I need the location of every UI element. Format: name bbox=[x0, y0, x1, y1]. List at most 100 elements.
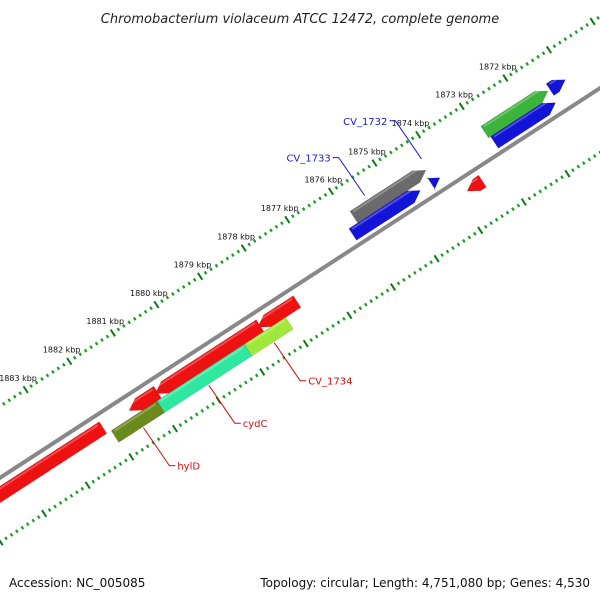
minor-tick-outer bbox=[263, 231, 268, 236]
minor-tick-inner bbox=[554, 178, 559, 183]
minor-tick-outer bbox=[541, 51, 546, 56]
minor-tick-inner bbox=[314, 334, 319, 339]
minor-tick-inner bbox=[36, 515, 41, 520]
gene-feature-sheen bbox=[549, 76, 561, 85]
minor-tick-outer bbox=[187, 281, 191, 286]
minor-tick-inner bbox=[249, 377, 254, 381]
tick-label: 1878 kbp bbox=[217, 232, 255, 241]
gene-feature-hylD-big[interactable] bbox=[0, 421, 108, 551]
gene-label[interactable]: hylD bbox=[177, 462, 200, 473]
minor-tick-inner bbox=[571, 168, 575, 173]
tick-label: 1877 kbp bbox=[261, 204, 299, 213]
minor-tick-inner bbox=[396, 281, 401, 286]
gene-feature-CV_1733[interactable] bbox=[348, 190, 421, 241]
minor-tick-inner bbox=[53, 504, 57, 509]
minor-tick-outer bbox=[361, 168, 366, 173]
gene-feature-sheen bbox=[483, 87, 544, 128]
label-leader bbox=[332, 157, 366, 196]
minor-tick-inner bbox=[287, 352, 292, 357]
minor-tick-outer bbox=[171, 292, 175, 296]
gene-feature-sheen bbox=[128, 388, 154, 406]
minor-tick-outer bbox=[514, 69, 519, 73]
gene-feature-red-gene-upper[interactable] bbox=[257, 295, 302, 328]
gene-feature-sheen bbox=[493, 99, 552, 138]
minor-tick-inner bbox=[543, 185, 548, 190]
tick-label: 1874 kbp bbox=[392, 119, 430, 128]
minor-tick-outer bbox=[400, 143, 404, 148]
minor-tick-outer bbox=[481, 90, 486, 95]
minor-tick-outer bbox=[225, 256, 230, 261]
minor-tick-outer bbox=[18, 391, 22, 396]
minor-tick-outer bbox=[498, 79, 502, 84]
minor-tick-outer bbox=[89, 345, 93, 350]
minor-tick-inner bbox=[483, 224, 488, 229]
gene-label[interactable]: CV_1733 bbox=[286, 154, 330, 165]
minor-tick-inner bbox=[538, 189, 543, 194]
minor-tick-inner bbox=[135, 451, 139, 456]
major-tick-outer bbox=[284, 215, 291, 224]
minor-tick-inner bbox=[64, 497, 68, 502]
minor-tick-outer bbox=[525, 61, 529, 66]
minor-tick-outer bbox=[78, 352, 82, 357]
minor-tick-outer bbox=[214, 263, 219, 268]
minor-tick-inner bbox=[549, 182, 553, 187]
minor-tick-inner bbox=[265, 366, 270, 371]
gene-label[interactable]: cydC bbox=[243, 419, 268, 430]
minor-tick-outer bbox=[438, 118, 442, 123]
label-leader bbox=[273, 342, 307, 382]
tick-label: 1881 kbp bbox=[86, 317, 124, 326]
minor-tick-outer bbox=[280, 221, 284, 226]
major-tick-outer bbox=[589, 17, 596, 26]
minor-tick-outer bbox=[383, 154, 388, 158]
minor-tick-outer bbox=[220, 260, 224, 265]
gene-feature-red-small[interactable] bbox=[466, 174, 487, 192]
gene-label[interactable]: CV_1734 bbox=[308, 377, 352, 388]
major-tick-inner bbox=[477, 226, 484, 235]
major-tick-outer bbox=[197, 272, 204, 281]
minor-tick-inner bbox=[91, 479, 95, 484]
accession-value: NC_005085 bbox=[76, 576, 146, 590]
gene-feature-blue-gene-top[interactable] bbox=[490, 102, 556, 149]
minor-tick-outer bbox=[7, 398, 12, 403]
gene-labels: CV_1732 CV_1733 CV_1734 cydC hylD bbox=[142, 117, 422, 473]
minor-tick-outer bbox=[72, 355, 77, 360]
minor-tick-outer bbox=[394, 146, 399, 151]
minor-tick-outer bbox=[83, 348, 88, 353]
minor-tick-inner bbox=[184, 419, 188, 424]
minor-tick-outer bbox=[56, 366, 61, 371]
gene-feature-blue-gene-cap[interactable] bbox=[545, 79, 566, 96]
minor-tick-outer bbox=[290, 214, 295, 219]
genome-backbone bbox=[0, 85, 600, 481]
gene-feature-sheen bbox=[351, 186, 416, 230]
minor-tick-outer bbox=[345, 178, 350, 183]
major-tick-inner bbox=[433, 254, 440, 263]
gene-feature-CV_1732[interactable] bbox=[425, 177, 441, 191]
gene-feature-gray-gene[interactable] bbox=[349, 169, 427, 224]
major-tick-outer bbox=[545, 45, 553, 54]
minor-tick-inner bbox=[587, 157, 592, 162]
minor-tick-inner bbox=[472, 231, 477, 236]
minor-tick-inner bbox=[238, 384, 243, 389]
minor-tick-inner bbox=[31, 518, 36, 523]
minor-tick-outer bbox=[105, 334, 110, 339]
label-leader bbox=[389, 120, 422, 160]
minor-tick-outer bbox=[432, 122, 437, 127]
minor-tick-outer bbox=[127, 320, 132, 325]
minor-tick-outer bbox=[574, 30, 579, 34]
gene-feature-green-gene[interactable] bbox=[480, 90, 549, 139]
gene-feature-hylD[interactable] bbox=[110, 400, 166, 443]
minor-tick-outer bbox=[509, 72, 513, 77]
gene-label[interactable]: CV_1732 bbox=[343, 117, 387, 128]
major-tick-outer bbox=[66, 357, 73, 366]
gene-feature-red-gene-lower[interactable] bbox=[128, 385, 162, 411]
genes-value: 4,530 bbox=[555, 576, 590, 590]
minor-tick-outer bbox=[563, 37, 568, 42]
minor-tick-inner bbox=[189, 416, 194, 420]
minor-tick-outer bbox=[29, 384, 33, 389]
gene-feature-red-gene-mid[interactable] bbox=[154, 319, 265, 394]
minor-tick-outer bbox=[252, 238, 257, 243]
minor-tick-outer bbox=[323, 192, 328, 197]
minor-tick-outer bbox=[465, 100, 470, 105]
